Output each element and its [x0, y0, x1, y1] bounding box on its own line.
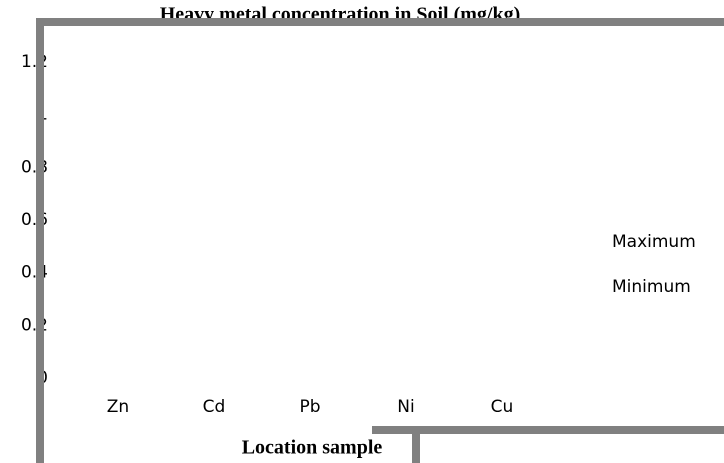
x-tick-label: Cd: [203, 397, 226, 417]
plot: 00.20.40.60.811.2ZnCdPbNiCuMaximumMinimu…: [21, 52, 696, 417]
x-tick-label: Ni: [397, 397, 414, 417]
x-tick-label: Cu: [491, 397, 514, 417]
legend-label: Minimum: [612, 277, 691, 297]
x-tick-label: Zn: [107, 397, 129, 417]
x-tick-label: Pb: [299, 397, 320, 417]
legend-label: Maximum: [612, 232, 696, 252]
x-axis-label: Location sample: [242, 437, 383, 459]
